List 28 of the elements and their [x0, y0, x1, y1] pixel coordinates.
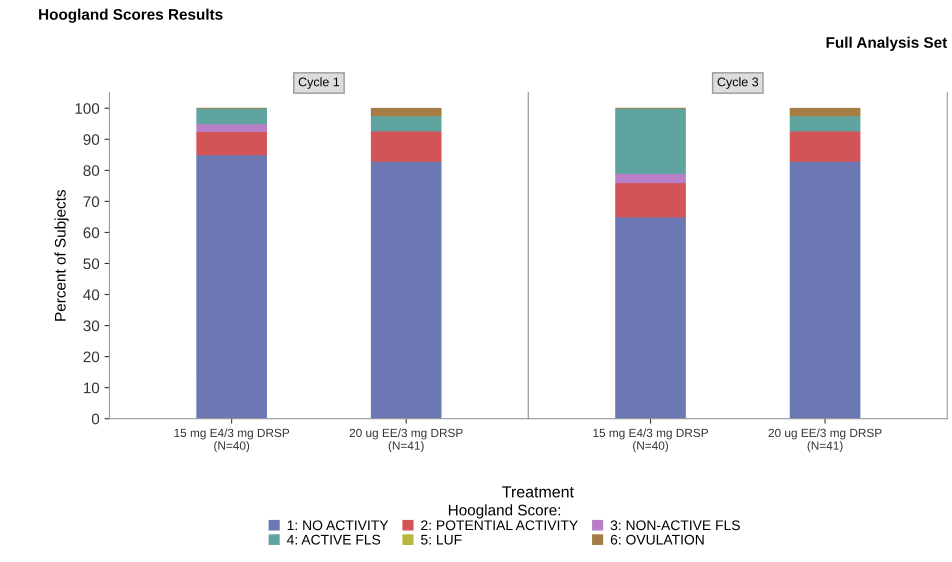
text: Cycle 3	[718, 77, 758, 89]
chart-subtitle: Full Analysis Set	[826, 36, 948, 51]
x-tick-label: 15 mg E4/3 mg DRSP (N=40)	[174, 428, 290, 452]
legend-label: 2: POTENTIAL ACTIVITY	[421, 520, 578, 530]
x-axis-title: Treatment	[502, 486, 574, 498]
y-tick-label: 70	[84, 196, 100, 208]
y-tick-label: 90	[83, 134, 100, 145]
legend-label: 5: LUF	[421, 534, 462, 545]
legend-label: 3: NON-ACTIVE FLS	[610, 520, 740, 530]
text: Cycle 1	[298, 77, 340, 89]
y-tick-label: 10	[84, 382, 100, 394]
legend-title: Hoogland Score:	[448, 504, 560, 519]
x-tick-label: 15 mg E4/3 mg DRSP (N=40)	[593, 428, 708, 452]
y-tick-label: 30	[83, 320, 100, 332]
x-tick-label: 20 ug EE/3 mg DRSP (N=41)	[768, 428, 882, 452]
legend-label: 1: NO ACTIVITY	[288, 520, 388, 530]
y-tick-label: 20	[84, 351, 100, 362]
y-tick-label: 0	[92, 414, 100, 424]
x-tick-label: 20 ug EE/3 mg DRSP (N=41)	[350, 428, 463, 452]
y-tick-label: 60	[84, 227, 100, 238]
legend-label: 4: ACTIVE FLS	[286, 534, 380, 545]
y-axis-title: Percent of Subjects	[54, 190, 69, 321]
chart-title: Hoogland Scores Results	[39, 8, 223, 23]
y-tick-label: 100	[75, 103, 100, 114]
legend-label: 6: OVULATION	[610, 534, 704, 545]
y-tick-label: 50	[83, 258, 100, 270]
y-tick-label: 80	[83, 165, 100, 176]
y-tick-label: 40	[83, 289, 100, 300]
